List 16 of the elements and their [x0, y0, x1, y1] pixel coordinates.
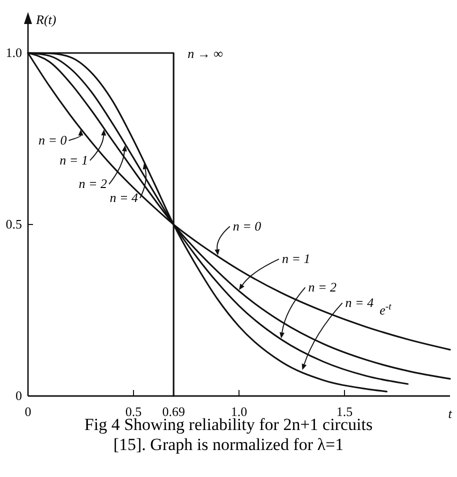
annotation: e$^{-t}$	[380, 301, 392, 318]
x-axis-title: t	[448, 406, 452, 421]
x-tick-label: 0	[24, 404, 32, 419]
annotation: n = 2	[308, 279, 337, 294]
y-tick-label: 0	[16, 388, 22, 403]
annotation: n = 0	[38, 132, 68, 148]
annotation: n = 0	[232, 218, 262, 234]
y-tick-label: 0.5	[6, 216, 22, 232]
annotation: n = 4	[345, 294, 374, 310]
series-label: n → ∞	[188, 46, 223, 61]
annotation: n = 2	[78, 176, 108, 192]
y-axis-title: R(t)	[35, 12, 56, 27]
annotation: n = 1	[60, 152, 88, 168]
annotation: n = 4	[110, 190, 139, 206]
annotation: n = 1	[282, 251, 310, 266]
y-tick-label: 1.0	[6, 45, 22, 60]
